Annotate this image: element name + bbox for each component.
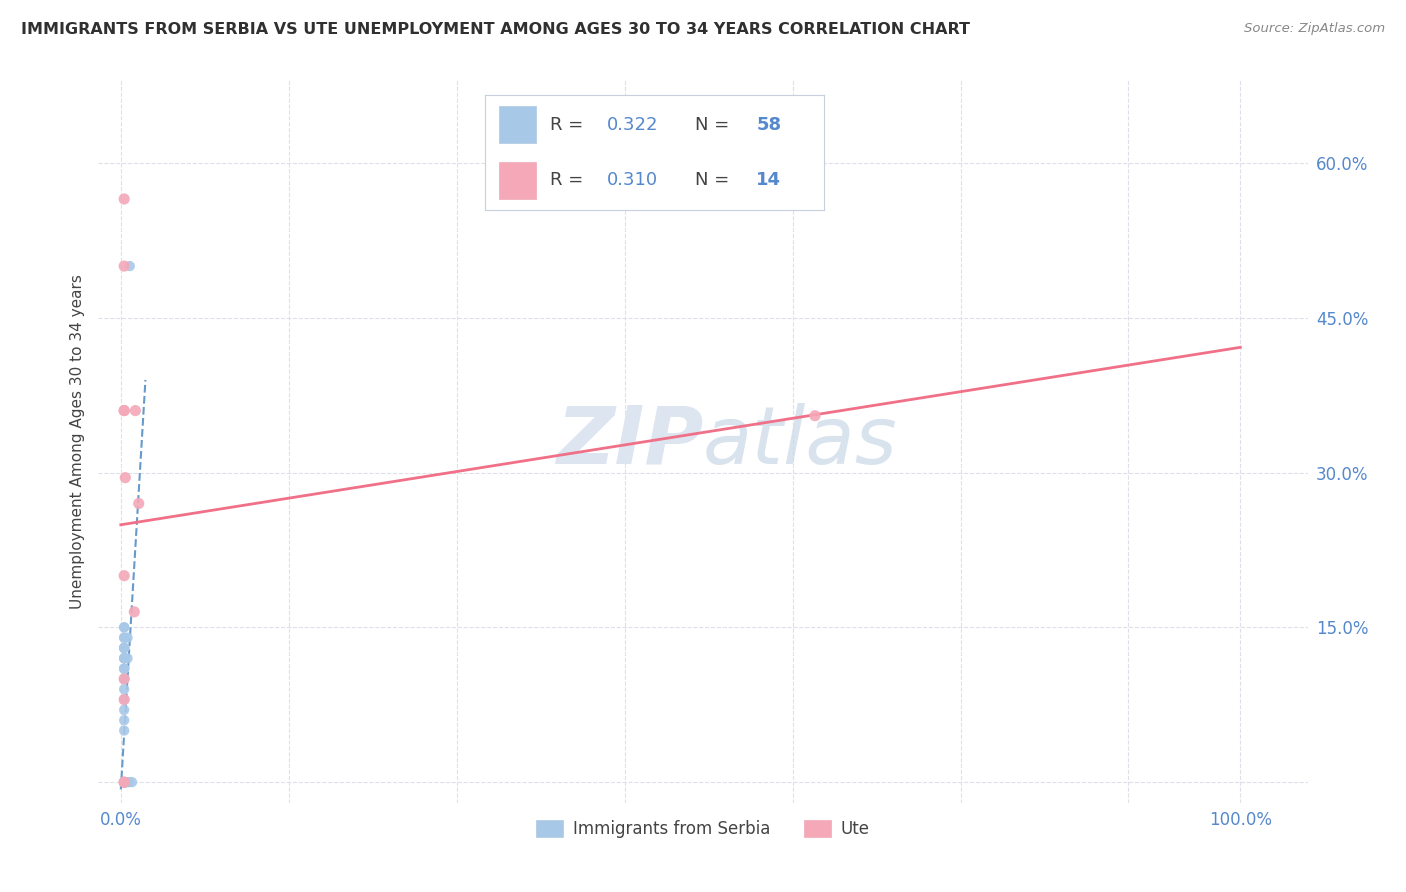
Point	[112, 775, 135, 789]
Point	[112, 640, 135, 655]
Point	[114, 775, 136, 789]
Point	[115, 775, 138, 789]
Point	[112, 775, 135, 789]
Point	[112, 775, 135, 789]
Point	[112, 620, 135, 634]
Point	[112, 723, 135, 738]
Point	[112, 775, 135, 789]
Point	[112, 662, 135, 676]
Point	[112, 403, 135, 417]
Point	[112, 631, 135, 645]
Point	[112, 682, 135, 697]
Text: Source: ZipAtlas.com: Source: ZipAtlas.com	[1244, 22, 1385, 36]
Point	[112, 672, 135, 686]
Text: IMMIGRANTS FROM SERBIA VS UTE UNEMPLOYMENT AMONG AGES 30 TO 34 YEARS CORRELATION: IMMIGRANTS FROM SERBIA VS UTE UNEMPLOYME…	[21, 22, 970, 37]
Point	[112, 775, 135, 789]
Point	[112, 775, 135, 789]
Point	[112, 775, 135, 789]
Point	[112, 620, 135, 634]
Point	[117, 631, 139, 645]
Legend: Immigrants from Serbia, Ute: Immigrants from Serbia, Ute	[530, 814, 876, 845]
Point	[112, 662, 135, 676]
Point	[117, 651, 139, 665]
Point	[112, 775, 135, 789]
Point	[112, 775, 135, 789]
Point	[112, 775, 135, 789]
Point	[112, 640, 135, 655]
Point	[112, 662, 135, 676]
Point	[112, 775, 135, 789]
Point	[112, 775, 135, 789]
Point	[112, 692, 135, 706]
Point	[112, 775, 135, 789]
Point	[118, 259, 141, 273]
Point	[112, 651, 135, 665]
Point	[112, 775, 135, 789]
Point	[112, 775, 135, 789]
Point	[112, 775, 135, 789]
Point	[112, 640, 135, 655]
Point	[112, 775, 135, 789]
Point	[112, 672, 135, 686]
Y-axis label: Unemployment Among Ages 30 to 34 years: Unemployment Among Ages 30 to 34 years	[69, 274, 84, 609]
Point	[112, 775, 135, 789]
Point	[112, 775, 135, 789]
Point	[128, 496, 150, 510]
Point	[112, 775, 135, 789]
Point	[112, 192, 135, 206]
Point	[112, 259, 135, 273]
Point	[118, 775, 141, 789]
Point	[112, 775, 135, 789]
Point	[114, 775, 136, 789]
Point	[112, 640, 135, 655]
Point	[112, 775, 135, 789]
Point	[112, 403, 135, 417]
Point	[112, 775, 135, 789]
Point	[112, 775, 135, 789]
Point	[112, 713, 135, 727]
Point	[112, 651, 135, 665]
Point	[112, 651, 135, 665]
Point	[124, 403, 146, 417]
Point	[121, 775, 143, 789]
Point	[112, 672, 135, 686]
Text: ZIP: ZIP	[555, 402, 703, 481]
Text: atlas: atlas	[703, 402, 898, 481]
Point	[112, 775, 135, 789]
Point	[112, 775, 135, 789]
Point	[112, 692, 135, 706]
Point	[112, 631, 135, 645]
Point	[112, 775, 135, 789]
Point	[804, 409, 827, 423]
Point	[112, 568, 135, 582]
Point	[112, 672, 135, 686]
Point	[112, 775, 135, 789]
Point	[112, 703, 135, 717]
Point	[112, 775, 135, 789]
Point	[114, 471, 136, 485]
Point	[112, 775, 135, 789]
Point	[122, 605, 145, 619]
